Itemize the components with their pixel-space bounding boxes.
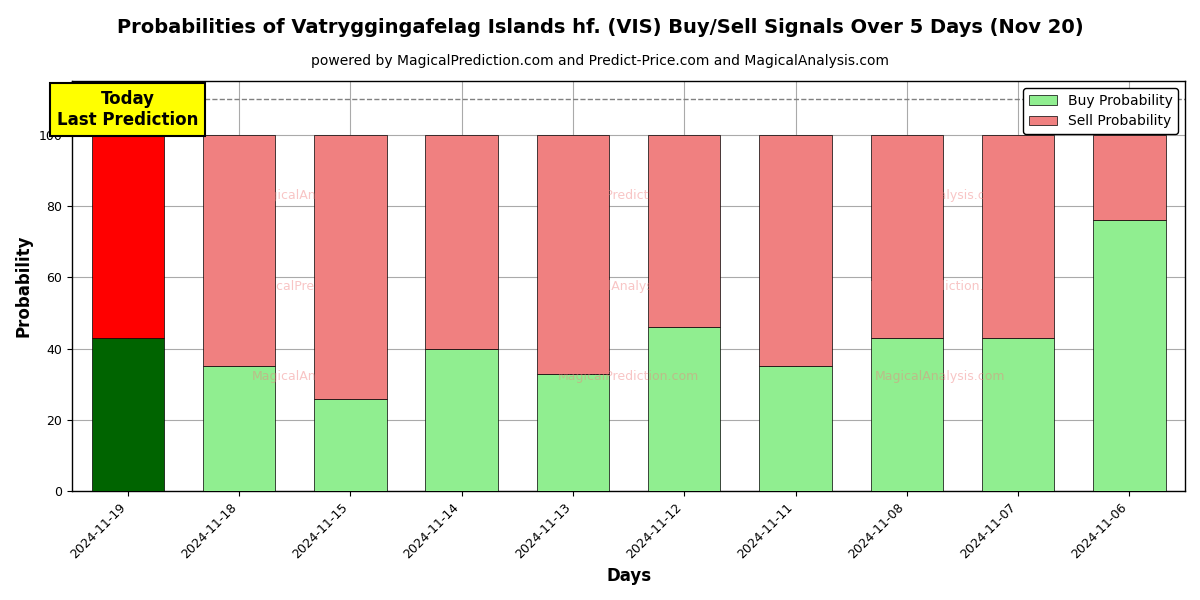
- Text: MagicalPrediction.com: MagicalPrediction.com: [558, 190, 700, 202]
- Text: MagicalAnalysis.com: MagicalAnalysis.com: [252, 370, 383, 383]
- Bar: [426, 134, 498, 349]
- Bar: [536, 374, 610, 491]
- Text: MagicalAnalysis.com: MagicalAnalysis.com: [563, 280, 694, 293]
- Bar: [1093, 220, 1165, 491]
- Text: MagicalPrediction.com: MagicalPrediction.com: [558, 370, 700, 383]
- Bar: [871, 338, 943, 491]
- Bar: [760, 367, 832, 491]
- Text: Probabilities of Vatryggingafelag Islands hf. (VIS) Buy/Sell Signals Over 5 Days: Probabilities of Vatryggingafelag Island…: [116, 18, 1084, 37]
- Bar: [760, 134, 832, 367]
- Legend: Buy Probability, Sell Probability: Buy Probability, Sell Probability: [1024, 88, 1178, 134]
- Bar: [648, 134, 720, 327]
- Text: MagicalAnalysis.com: MagicalAnalysis.com: [875, 370, 1006, 383]
- Bar: [982, 338, 1055, 491]
- Y-axis label: Probability: Probability: [16, 235, 34, 337]
- Bar: [203, 367, 275, 491]
- Bar: [314, 134, 386, 398]
- Text: MagicalAnalysis.com: MagicalAnalysis.com: [875, 190, 1006, 202]
- X-axis label: Days: Days: [606, 567, 652, 585]
- Bar: [91, 338, 164, 491]
- Bar: [1093, 134, 1165, 220]
- Bar: [91, 134, 164, 338]
- Text: MagicalPrediction.com: MagicalPrediction.com: [870, 280, 1010, 293]
- Bar: [426, 349, 498, 491]
- Text: Today
Last Prediction: Today Last Prediction: [58, 90, 198, 129]
- Bar: [536, 134, 610, 374]
- Bar: [982, 134, 1055, 338]
- Bar: [314, 398, 386, 491]
- Bar: [203, 134, 275, 367]
- Text: powered by MagicalPrediction.com and Predict-Price.com and MagicalAnalysis.com: powered by MagicalPrediction.com and Pre…: [311, 54, 889, 68]
- Text: MagicalPrediction.com: MagicalPrediction.com: [246, 280, 388, 293]
- Bar: [871, 134, 943, 338]
- Text: MagicalAnalysis.com: MagicalAnalysis.com: [252, 190, 383, 202]
- Bar: [648, 327, 720, 491]
